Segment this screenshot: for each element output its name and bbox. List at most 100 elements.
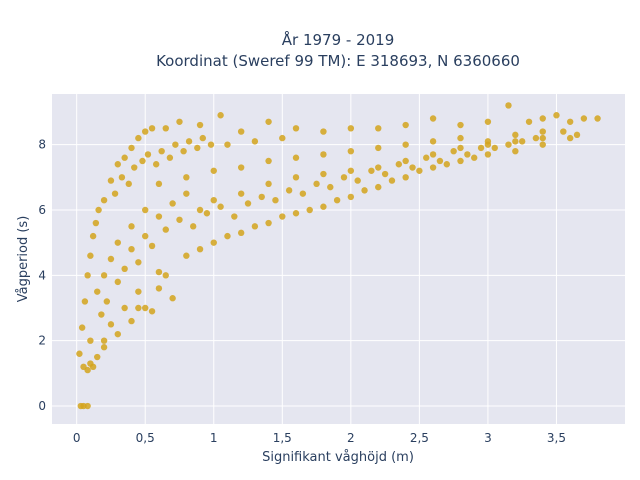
data-point (118, 174, 126, 181)
data-point (196, 245, 204, 253)
x-tick-label: 2,5 (410, 431, 429, 445)
data-point (94, 353, 101, 361)
data-point (135, 304, 142, 312)
data-point (402, 157, 409, 165)
data-point (155, 213, 163, 220)
y-tick-label: 6 (38, 203, 46, 217)
y-tick-label: 8 (38, 138, 46, 152)
data-point (539, 128, 546, 135)
data-point (477, 144, 485, 152)
data-point (573, 131, 581, 139)
data-point (155, 180, 163, 188)
y-tick-label: 2 (38, 334, 46, 348)
data-point (114, 278, 121, 286)
data-point (505, 141, 512, 148)
data-point (180, 147, 187, 155)
data-point (457, 134, 464, 142)
data-point (237, 128, 245, 135)
data-point (121, 154, 128, 161)
data-point (111, 190, 119, 197)
y-tick-label: 4 (38, 268, 46, 282)
data-point (347, 193, 355, 201)
data-point (457, 157, 464, 165)
data-point (436, 157, 444, 165)
data-point (464, 151, 471, 158)
data-point (429, 151, 437, 158)
data-point (100, 272, 108, 279)
data-point (244, 200, 252, 207)
data-point (210, 239, 217, 246)
data-point (158, 147, 165, 155)
data-point (375, 144, 382, 152)
data-point (107, 177, 115, 184)
data-point (402, 174, 409, 181)
data-point (512, 147, 519, 155)
x-tick-label: 0,5 (136, 431, 155, 445)
data-point (135, 134, 142, 142)
data-point (395, 161, 403, 168)
data-point (95, 206, 102, 214)
data-point (265, 219, 272, 227)
data-point (279, 213, 286, 220)
data-point (139, 157, 146, 165)
data-point (347, 125, 355, 132)
data-point (81, 298, 89, 305)
data-point (375, 183, 382, 191)
data-point (272, 196, 279, 204)
data-point (128, 245, 135, 253)
data-point (361, 187, 368, 194)
data-point (94, 288, 101, 295)
chart-title-line1: År 1979 - 2019 (282, 30, 395, 49)
data-point (183, 252, 190, 259)
data-point (457, 144, 464, 152)
data-point (354, 177, 361, 184)
data-point (114, 161, 121, 168)
data-point (320, 128, 327, 135)
x-tick-label: 2 (347, 431, 355, 445)
data-point (107, 321, 115, 328)
data-point (484, 118, 492, 125)
data-point (518, 138, 526, 145)
data-point (135, 259, 142, 266)
data-point (169, 200, 176, 207)
data-point (539, 134, 546, 142)
data-point (210, 167, 217, 174)
data-point (423, 154, 430, 161)
y-axis-label: Vågperiod (s) (16, 216, 31, 303)
data-point (142, 128, 149, 135)
data-point (144, 151, 152, 158)
data-point (299, 190, 307, 197)
data-point (162, 272, 169, 279)
data-point (194, 144, 201, 152)
data-point (347, 147, 355, 155)
data-point (176, 118, 183, 125)
data-point (320, 151, 327, 158)
data-point (525, 118, 533, 125)
data-point (368, 167, 375, 174)
data-point (279, 134, 286, 142)
data-point (375, 125, 382, 132)
data-point (505, 102, 512, 109)
data-point (155, 268, 163, 276)
data-point (224, 141, 231, 148)
data-point (128, 317, 135, 325)
data-point (340, 174, 348, 181)
data-point (292, 154, 300, 161)
data-point (217, 112, 224, 119)
data-point (142, 206, 149, 214)
data-point (429, 115, 437, 122)
data-point (265, 157, 272, 165)
data-point (148, 308, 156, 315)
data-point (166, 154, 174, 161)
data-point (539, 115, 546, 122)
data-point (89, 232, 97, 240)
data-point (580, 115, 588, 122)
data-point (131, 164, 138, 171)
data-point (532, 134, 540, 142)
data-point (142, 232, 149, 240)
data-point (84, 366, 91, 374)
data-point (210, 196, 217, 204)
data-point (121, 304, 128, 312)
data-point (121, 265, 128, 273)
